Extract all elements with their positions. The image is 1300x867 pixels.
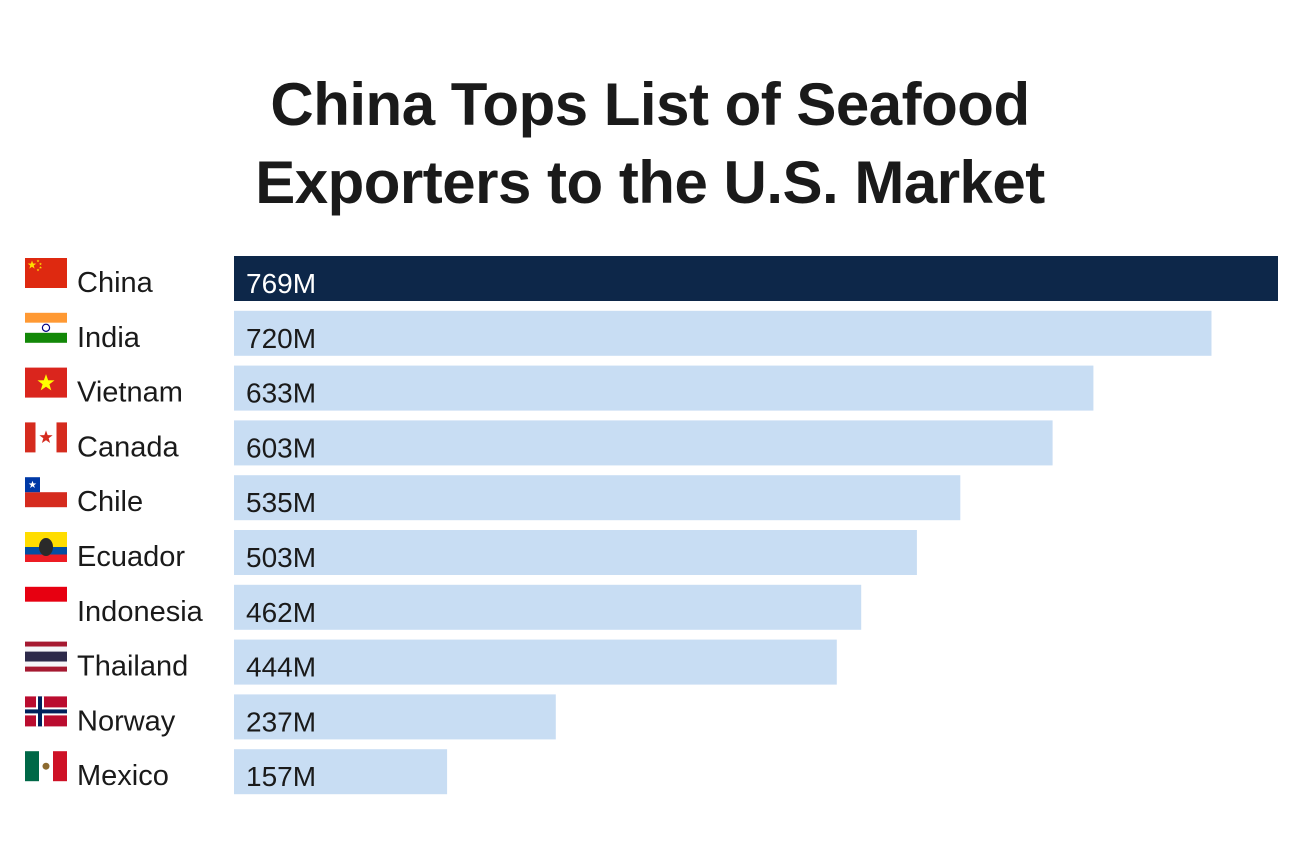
indonesia-flag-icon xyxy=(25,586,67,617)
chart-title: China Tops List of Seafood Exporters to … xyxy=(0,66,1300,222)
canada-flag-icon xyxy=(25,422,67,453)
category-label: Norway xyxy=(77,705,176,737)
bar-row-indonesia: Indonesia 462M xyxy=(25,584,862,630)
chile-flag-icon xyxy=(25,477,67,508)
bar-row-norway: Norway 237M xyxy=(25,694,556,740)
category-label: India xyxy=(77,322,141,354)
bar-row-india: India 720M xyxy=(25,310,1212,356)
bar-row-vietnam: Vietnam 633M xyxy=(25,365,1094,411)
bar-row-china: China 769M xyxy=(25,256,1278,301)
bar xyxy=(234,256,1278,301)
category-label: Vietnam xyxy=(77,377,183,409)
category-label: Canada xyxy=(77,431,179,463)
value-label: 720M xyxy=(246,323,316,354)
category-label: Indonesia xyxy=(77,596,204,628)
chart-title-line-2: Exporters to the U.S. Market xyxy=(255,149,1045,216)
bar-row-ecuador: Ecuador 503M xyxy=(25,530,917,575)
value-label: 633M xyxy=(246,378,316,409)
category-label: Mexico xyxy=(77,760,169,792)
thailand-flag-icon xyxy=(25,641,67,672)
bar xyxy=(234,639,837,685)
china-flag-icon xyxy=(25,258,67,288)
bar xyxy=(234,420,1053,466)
value-label: 603M xyxy=(246,432,316,463)
bar xyxy=(234,530,917,575)
value-label: 535M xyxy=(246,487,316,518)
mexico-flag-icon xyxy=(25,751,67,782)
bar xyxy=(234,584,862,630)
value-label: 237M xyxy=(246,706,316,737)
norway-flag-icon xyxy=(25,696,67,727)
value-label: 462M xyxy=(246,597,316,628)
bar-row-thailand: Thailand 444M xyxy=(25,639,837,685)
bar xyxy=(234,365,1094,411)
category-label: Chile xyxy=(77,486,143,518)
bar-row-canada: Canada 603M xyxy=(25,420,1053,466)
category-label: China xyxy=(77,267,154,299)
value-label: 157M xyxy=(246,761,316,792)
bar-row-mexico: Mexico 157M xyxy=(25,749,448,795)
bar xyxy=(234,310,1212,356)
value-label: 769M xyxy=(246,268,316,299)
bar xyxy=(234,475,961,521)
ecuador-flag-icon xyxy=(25,532,67,562)
value-label: 444M xyxy=(246,652,316,683)
category-label: Thailand xyxy=(77,651,188,683)
chart-title-line-1: China Tops List of Seafood xyxy=(270,71,1030,138)
india-flag-icon xyxy=(25,312,67,343)
category-label: Ecuador xyxy=(77,541,185,573)
bar xyxy=(234,749,448,795)
vietnam-flag-icon xyxy=(25,367,67,398)
value-label: 503M xyxy=(246,542,316,573)
bar xyxy=(234,694,556,740)
bar-row-chile: Chile 535M xyxy=(25,475,961,521)
